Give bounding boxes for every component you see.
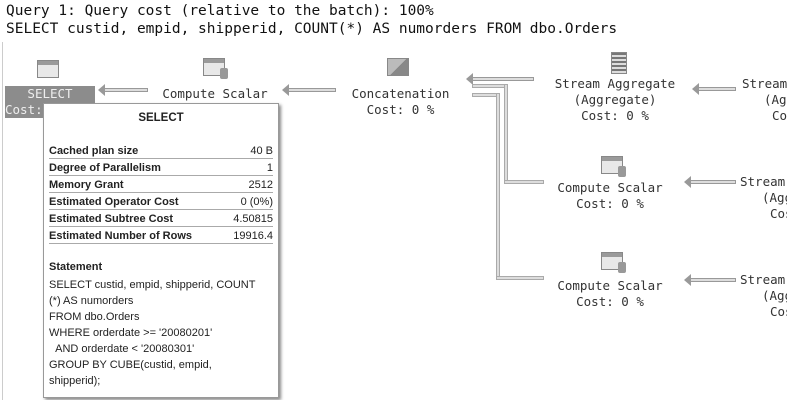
connector-compute2-h — [504, 180, 544, 184]
arrow-right1 — [692, 83, 736, 95]
row-key: Degree of Parallelism — [49, 162, 161, 174]
compute-scalar-node[interactable]: Compute Scalar — [162, 86, 268, 101]
stream-aggregate-node-right3[interactable]: Stream Aggregate (Aggregate) Cost: 0 % — [740, 272, 787, 320]
concatenation-icon[interactable] — [387, 58, 409, 76]
compute-scalar-icon[interactable] — [601, 156, 626, 177]
select-icon[interactable] — [37, 60, 59, 78]
tooltip-row: Estimated Subtree Cost 4.50815 — [49, 210, 273, 227]
stream-aggregate-icon[interactable] — [611, 52, 627, 74]
tooltip-row: Cached plan size 40 B — [49, 142, 273, 159]
compute-scalar-node-3[interactable]: Compute Scalar Cost: 0 % — [545, 278, 675, 310]
row-value: 0 (0%) — [240, 196, 273, 208]
compute-scalar-3-cost: Cost: 0 % — [576, 294, 644, 309]
compute-scalar-3-name: Compute Scalar — [557, 278, 663, 293]
stream-aggregate-node-right1[interactable]: Stream Aggregate (Aggregate) Cost: 0 % — [742, 76, 787, 124]
arrow-compute-to-select — [98, 84, 148, 96]
row-value: 2512 — [248, 179, 273, 191]
stream-aggregate-name: Stream Aggregate — [554, 76, 676, 91]
query-text-header: SELECT custid, empid, shipperid, COUNT(*… — [6, 21, 618, 37]
stream-aggregate-node[interactable]: Stream Aggregate (Aggregate) Cost: 0 % — [535, 76, 695, 124]
arrow-right3 — [684, 274, 736, 286]
right2-sub: (Aggregate) — [762, 190, 787, 205]
connector-compute3-h — [496, 276, 544, 280]
concatenation-cost: Cost: 0 % — [366, 102, 435, 117]
statement-label: Statement — [49, 261, 103, 273]
row-key: Estimated Number of Rows — [49, 230, 193, 242]
row-key: Memory Grant — [49, 179, 124, 191]
concatenation-name: Concatenation — [351, 86, 450, 101]
tooltip-row: Estimated Number of Rows 19916.4 — [49, 227, 273, 244]
arrow-concat-to-compute — [282, 84, 336, 96]
connector-compute2-v — [504, 84, 508, 184]
tooltip-title: SELECT — [138, 112, 184, 124]
tooltip-row: Degree of Parallelism 1 — [49, 159, 273, 176]
connector-compute3-v — [496, 93, 500, 280]
stream-aggregate-cost: Cost: 0 % — [581, 108, 649, 123]
arrow-stream-to-concat — [466, 73, 534, 85]
row-value: 40 B — [250, 145, 273, 157]
row-key: Cached plan size — [49, 145, 139, 157]
stream-aggregate-sub: (Aggregate) — [573, 92, 657, 107]
compute-scalar-2-name: Compute Scalar — [557, 180, 663, 195]
select-node-name: SELECT — [27, 86, 73, 101]
tooltip-row: Estimated Operator Cost 0 (0%) — [49, 193, 273, 210]
row-key: Estimated Operator Cost — [49, 196, 179, 208]
arrow-right2 — [684, 176, 736, 188]
select-tooltip: SELECT Cached plan size 40 B Degree of Pa… — [43, 103, 279, 398]
connector-compute2 — [472, 84, 508, 88]
right2-name: Stream Aggregate — [740, 174, 787, 189]
right3-cost: Cost: 0 % — [770, 304, 787, 319]
right1-sub: (Aggregate) — [764, 92, 787, 107]
compute-scalar-2-cost: Cost: 0 % — [576, 196, 644, 211]
row-key: Estimated Subtree Cost — [49, 213, 174, 225]
stream-aggregate-node-right2[interactable]: Stream Aggregate (Aggregate) Cost: 0 % — [740, 174, 787, 222]
compute-scalar-icon[interactable] — [203, 58, 228, 79]
right1-cost: Cost: 0 % — [772, 108, 787, 123]
right3-name: Stream Aggregate — [740, 272, 787, 287]
compute-scalar-node-2[interactable]: Compute Scalar Cost: 0 % — [545, 180, 675, 212]
right2-cost: Cost: 0 % — [770, 206, 787, 221]
right3-sub: (Aggregate) — [762, 288, 787, 303]
pane-border — [2, 42, 3, 400]
concatenation-node[interactable]: Concatenation Cost: 0 % — [338, 86, 463, 118]
query-cost-header: Query 1: Query cost (relative to the bat… — [6, 3, 434, 19]
right1-name: Stream Aggregate — [742, 76, 787, 91]
compute-scalar-icon[interactable] — [601, 252, 626, 273]
tooltip-row: Memory Grant 2512 — [49, 176, 273, 193]
statement-text: SELECT custid, empid, shipperid, COUNT (… — [49, 279, 256, 387]
row-value: 1 — [266, 162, 273, 174]
row-value: 4.50815 — [233, 213, 273, 225]
row-value: 19916.4 — [233, 230, 273, 242]
